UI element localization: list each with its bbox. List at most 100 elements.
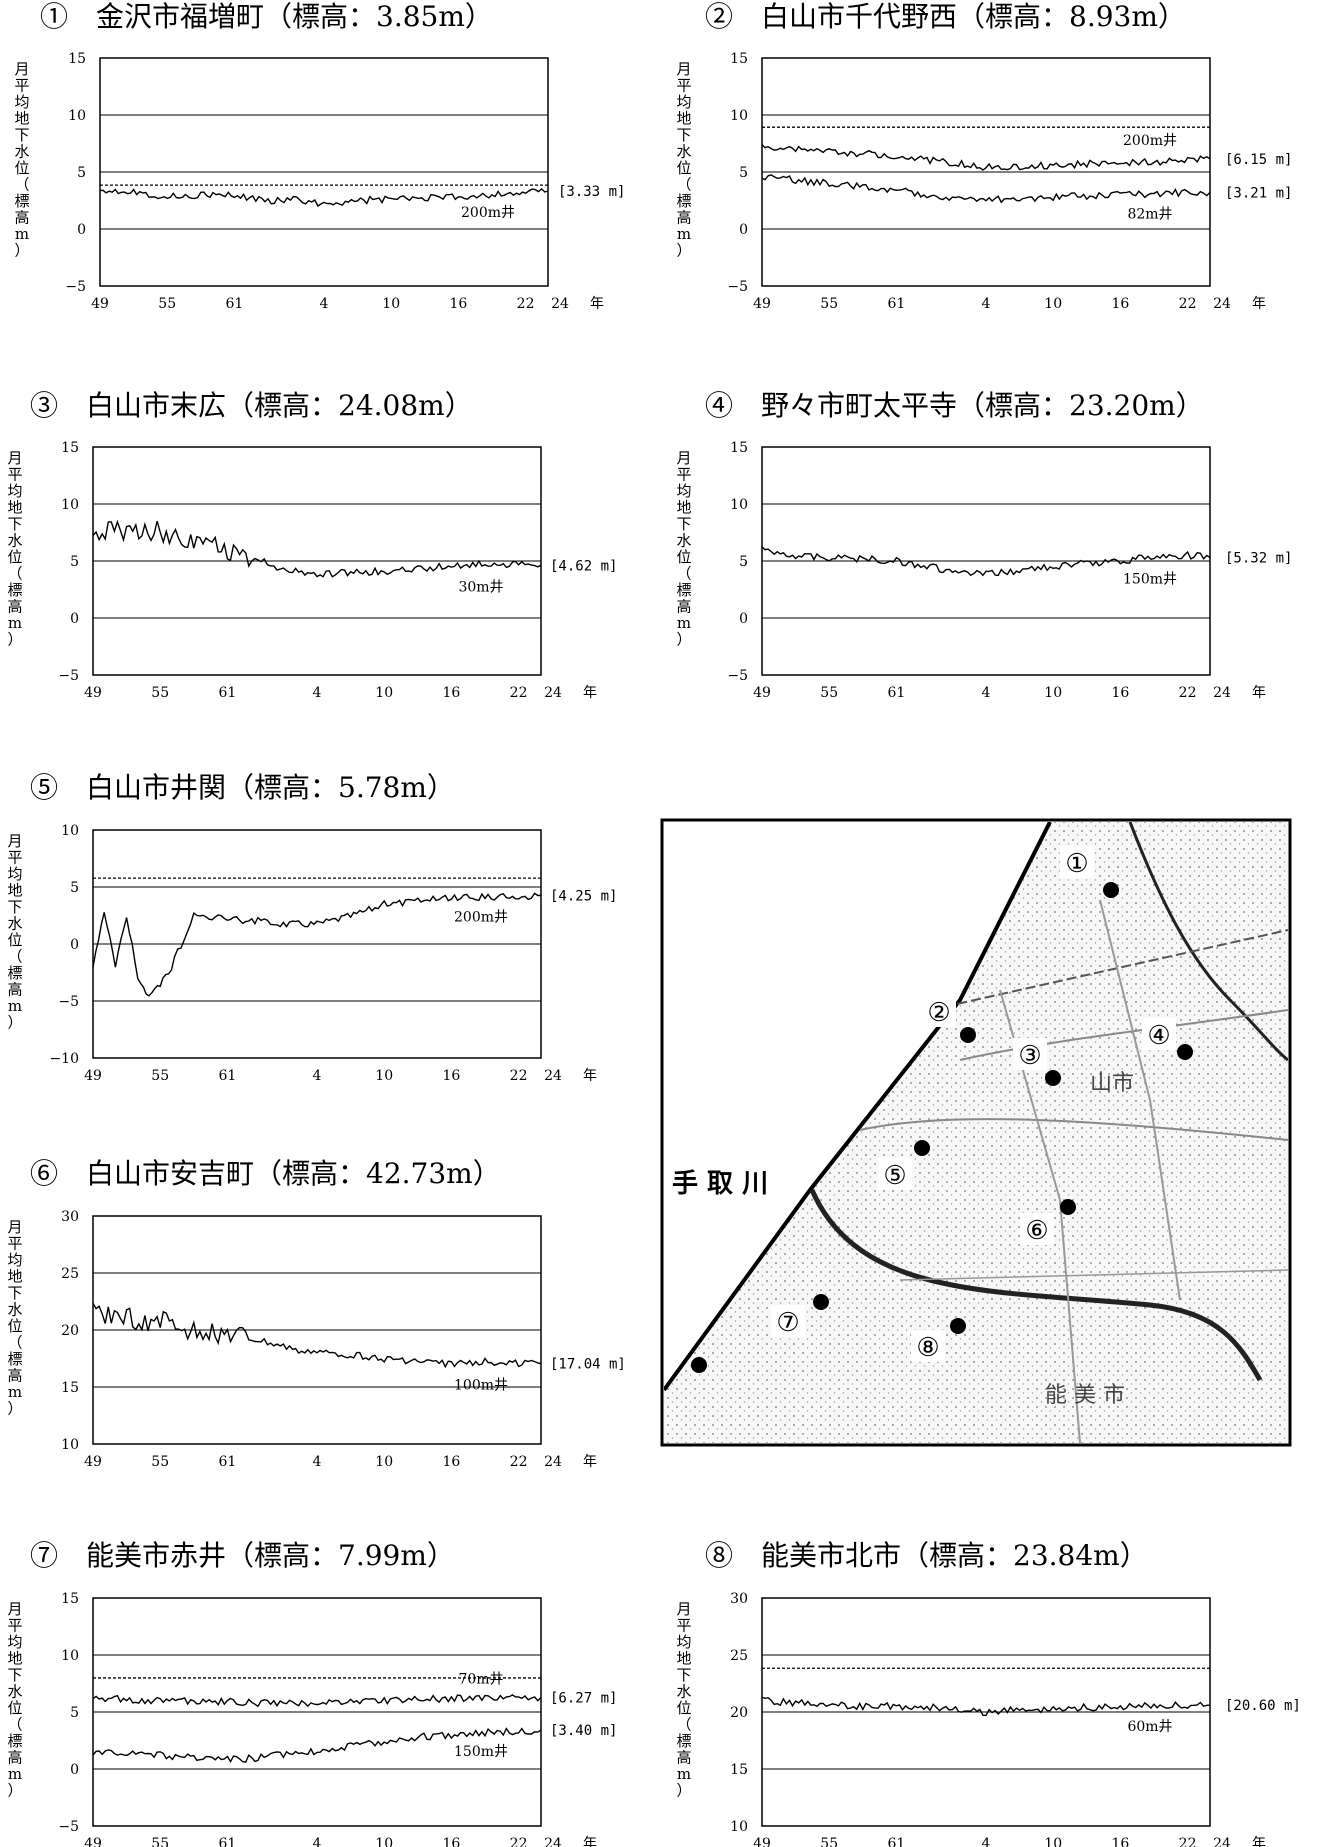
- x-tick-label: 24: [544, 1454, 562, 1470]
- river-north: [1128, 822, 1288, 1062]
- y-tick-label: 10: [61, 1648, 79, 1664]
- y-axis-label-char: ）: [14, 242, 29, 260]
- y-tick-label: 15: [730, 440, 748, 456]
- series-name-label: 200m井: [454, 910, 508, 926]
- y-axis-label-char: 下: [7, 898, 22, 916]
- y-tick-label: 20: [730, 1705, 748, 1721]
- river-label: 手 取 川: [672, 1169, 768, 1199]
- series-line: [92, 1694, 542, 1708]
- chart-title: ② 白山市千代野西（標高：8.93m）: [705, 0, 1186, 33]
- y-axis-label-char: 平: [7, 466, 22, 484]
- x-tick-label: 61: [887, 685, 905, 701]
- marker-6: [1060, 1199, 1076, 1215]
- x-tick-label: 22: [510, 685, 528, 701]
- x-tick-label: 24: [1213, 685, 1231, 701]
- y-axis-label-char: 高: [7, 598, 22, 616]
- x-tick-label: 61: [218, 1068, 236, 1084]
- y-axis-label-char: 水: [7, 915, 22, 933]
- map-markers: [691, 882, 1193, 1373]
- x-tick-label: 49: [84, 1836, 102, 1847]
- y-axis-label-char: 下: [676, 1666, 691, 1684]
- x-tick-label: 49: [91, 296, 109, 312]
- series-name-label: 82m井: [1127, 206, 1172, 222]
- y-axis-label-char: 標: [7, 1732, 22, 1750]
- x-tick-label: 61: [887, 296, 905, 312]
- chart-title: ④ 野々市町太平寺（標高：23.20m）: [705, 389, 1204, 422]
- y-tick-label: 25: [730, 1648, 748, 1664]
- y-axis-label-char: 均: [676, 482, 691, 500]
- latest-value-label: [3.21 m]: [1225, 185, 1292, 201]
- x-tick-label: 55: [820, 685, 838, 701]
- y-axis-label-char: 均: [14, 93, 29, 111]
- x-tick-label: 61: [225, 296, 243, 312]
- x-tick-label: 49: [753, 685, 771, 701]
- series-line: [92, 892, 541, 997]
- map-label-7: ⑦: [776, 1308, 799, 1338]
- x-tick-label: 10: [375, 1068, 393, 1084]
- latest-value-label: [3.40 m]: [550, 1723, 617, 1739]
- x-tick-label: 24: [544, 1836, 562, 1847]
- y-axis-label-char: （: [7, 948, 22, 966]
- map-number-labels: ① ② ③ ④ ⑤ ⑥ ⑦ ⑧: [771, 846, 1176, 1363]
- y-axis-label-char: 標: [14, 192, 29, 210]
- x-tick-label: 4: [982, 296, 991, 312]
- x-tick-label: 4: [313, 685, 322, 701]
- chart-title: ⑥ 白山市安吉町（標高：42.73m）: [30, 1157, 501, 1190]
- y-tick-label: 5: [77, 165, 86, 181]
- y-tick-label: 15: [730, 1762, 748, 1778]
- y-axis-label-char: 平: [7, 1617, 22, 1635]
- y-axis-label-char: m: [8, 614, 22, 632]
- railway: [929, 929, 1288, 1011]
- y-tick-label: 10: [730, 497, 748, 513]
- x-tick-label: 55: [820, 296, 838, 312]
- latest-value-label: [17.04 m]: [550, 1357, 626, 1373]
- x-tick-label: 24: [544, 685, 562, 701]
- y-axis-label-char: 地: [14, 110, 29, 128]
- marker-4: [1177, 1044, 1193, 1060]
- x-tick-label: 24: [1213, 296, 1231, 312]
- latest-value-label: [4.62 m]: [550, 558, 617, 574]
- map-label-3: ③: [1018, 1041, 1041, 1071]
- y-axis-label-char: 高: [676, 1749, 691, 1767]
- y-axis-label-char: 位: [7, 548, 22, 566]
- x-tick-label: 16: [442, 1454, 460, 1470]
- x-tick-label: 22: [510, 1454, 528, 1470]
- x-tick-label: 49: [753, 1836, 771, 1847]
- x-tick-label: 16: [1111, 685, 1129, 701]
- series-line: [761, 174, 1211, 204]
- y-axis-label-char: m: [8, 1765, 22, 1783]
- x-tick-label: 22: [1179, 685, 1197, 701]
- map-label-1: ①: [1065, 849, 1088, 879]
- x-axis-unit: 年: [1252, 1836, 1266, 1847]
- y-tick-label: 30: [730, 1591, 748, 1607]
- x-tick-label: 16: [442, 685, 460, 701]
- x-tick-label: 55: [151, 1836, 169, 1847]
- y-axis-label-char: 平: [7, 1235, 22, 1253]
- y-tick-label: 10: [68, 108, 86, 124]
- x-tick-label: 16: [1111, 296, 1129, 312]
- y-tick-label: 10: [730, 108, 748, 124]
- y-axis-label-char: 平: [676, 466, 691, 484]
- marker-3: [1045, 1070, 1061, 1086]
- y-axis-label-char: m: [15, 225, 29, 243]
- x-tick-label: 22: [517, 296, 535, 312]
- y-axis-label-char: 平: [676, 1617, 691, 1635]
- y-axis-label-char: 月: [14, 60, 29, 78]
- y-tick-label: −5: [58, 994, 79, 1010]
- y-axis-label-char: 水: [7, 1301, 22, 1319]
- y-axis-label-char: 標: [676, 581, 691, 599]
- x-tick-label: 55: [151, 1068, 169, 1084]
- y-axis-label-char: ）: [7, 1782, 22, 1800]
- y-tick-label: 5: [739, 165, 748, 181]
- x-axis-unit: 年: [583, 1068, 597, 1084]
- y-axis-label-char: 標: [7, 581, 22, 599]
- x-tick-label: 61: [218, 1836, 236, 1847]
- y-tick-label: 0: [70, 1762, 79, 1778]
- x-tick-label: 55: [820, 1836, 838, 1847]
- x-tick-label: 22: [1179, 296, 1197, 312]
- y-axis-label-char: 平: [14, 77, 29, 95]
- y-axis-label-char: 下: [676, 126, 691, 144]
